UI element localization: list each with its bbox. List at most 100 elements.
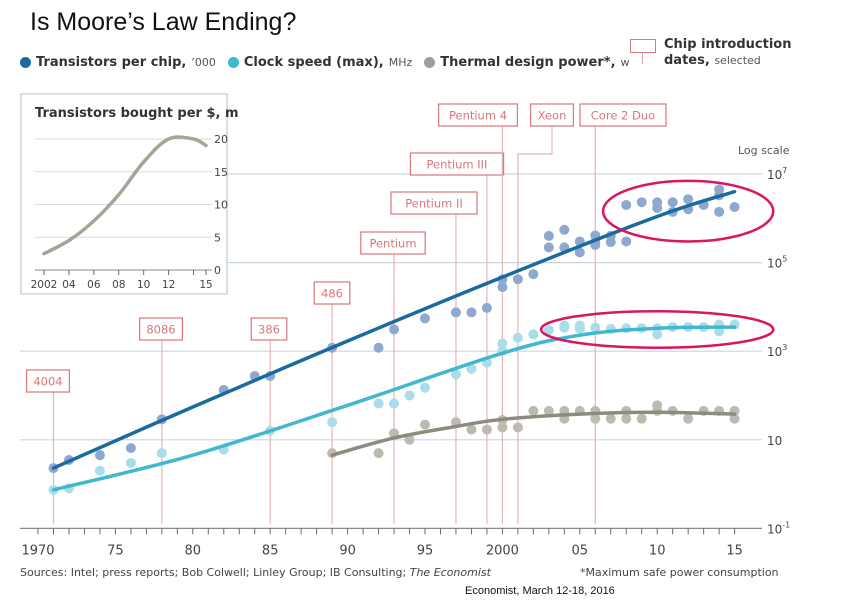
- data-point-clock: [327, 417, 338, 428]
- chip-marker-label: 486: [321, 287, 343, 301]
- data-point-transistors: [667, 197, 678, 208]
- trend-lines-layer: [51, 189, 737, 492]
- data-point-transistors: [497, 282, 508, 293]
- chip-marker-486: 486: [313, 281, 351, 524]
- data-point-tdp: [605, 413, 616, 424]
- chart-legend: Transistors per chip, ’000 Clock speed (…: [20, 55, 630, 70]
- data-point-tdp: [373, 448, 384, 459]
- highlight-ellipse: [601, 179, 775, 243]
- legend-label: Clock speed (max),: [243, 55, 384, 70]
- inset-y-tick-label: 15: [214, 166, 228, 179]
- data-point-transistors: [481, 302, 492, 313]
- data-point-transistors: [714, 184, 725, 195]
- data-point-clock: [373, 398, 384, 409]
- data-point-tdp: [404, 434, 415, 445]
- slide-title: Is Moore’s Law Ending?: [30, 8, 297, 36]
- chip-marker-box: [360, 231, 426, 255]
- data-point-clock: [94, 465, 105, 476]
- data-point-clock: [450, 369, 461, 380]
- inset-line-layer: [42, 135, 208, 256]
- data-point-clock: [420, 382, 430, 393]
- highlight-ellipse: [539, 309, 775, 349]
- legend-dot-clock: [227, 57, 239, 68]
- x-tick-label: 15: [726, 543, 743, 558]
- chip-marker-icon: [630, 39, 656, 53]
- y-tick-label: 10-1: [767, 520, 790, 536]
- data-point-clock: [125, 457, 136, 468]
- data-point-transistors: [714, 206, 725, 217]
- data-point-tdp: [420, 419, 430, 430]
- data-point-tdp: [528, 405, 539, 416]
- chip-legend-line2: dates, selected: [664, 53, 791, 69]
- x-tick-label: 1970: [21, 543, 54, 558]
- chip-marker-box: [250, 317, 288, 341]
- data-point-clock: [590, 322, 601, 333]
- x-tick-label: 85: [262, 543, 279, 558]
- data-point-clock: [389, 398, 400, 409]
- data-point-transistors: [729, 201, 740, 212]
- citation: Economist, March 12-18, 2016: [465, 585, 615, 597]
- chip-marker-box: [529, 103, 574, 127]
- inset-x-tick-label: 15: [199, 279, 212, 291]
- highlight-ellipses: [539, 179, 775, 349]
- sources-italic: The Economist: [409, 566, 491, 579]
- x-tick-label: 90: [339, 543, 356, 558]
- data-point-tdp: [497, 422, 508, 433]
- inset-chart: Transistors bought per $, m 0 5 10 15 20 200…: [20, 93, 239, 295]
- data-point-transistors: [652, 203, 663, 214]
- data-point-transistors: [512, 274, 523, 285]
- data-point-clock: [559, 320, 570, 331]
- x-axis: 1970 75 80 85 90 95 2000 05 10 15: [21, 528, 743, 558]
- chip-marker-386: 386: [250, 317, 288, 524]
- chip-marker-box: [438, 103, 519, 127]
- legend-unit: MHz: [388, 56, 413, 69]
- data-point-tdp: [729, 413, 740, 424]
- chip-legend: Chip introduction dates, selected: [630, 37, 791, 69]
- chip-marker-4004: 4004: [26, 369, 70, 524]
- data-point-tdp: [636, 413, 647, 424]
- inset-x-tick-label: 04: [62, 279, 76, 291]
- data-point-transistors: [420, 313, 430, 324]
- log-scale-label: Log scale: [738, 144, 790, 157]
- legend-label: Transistors per chip,: [36, 55, 187, 70]
- inset-y-tick-label: 5: [214, 231, 221, 244]
- chip-marker-pentium: Pentium: [360, 231, 426, 524]
- inset-y-tick-label: 10: [214, 199, 228, 212]
- data-point-transistors: [574, 247, 585, 258]
- legend-dot-tdp: [424, 57, 436, 68]
- sources-note: Sources: Intel; press reports; Bob Colwe…: [20, 566, 491, 579]
- chip-marker-box: [139, 317, 184, 341]
- inset-x-tick-label: 10: [137, 279, 150, 291]
- trend-line-transistors: [51, 189, 737, 470]
- chip-marker-pentium-4: Pentium 4: [438, 103, 519, 524]
- data-point-transistors: [683, 194, 694, 205]
- y-tick-label: 103: [767, 343, 787, 359]
- chip-marker-label: Pentium III: [427, 158, 488, 172]
- data-point-clock: [543, 325, 554, 336]
- data-point-transistors: [125, 443, 136, 454]
- inset-x-tick-label: 06: [87, 279, 101, 291]
- inset-y-tick-label: 20: [214, 133, 228, 146]
- chip-marker-box: [313, 281, 351, 305]
- sources-text: Sources: Intel; press reports; Bob Colwe…: [20, 566, 407, 579]
- chip-legend-bold: dates,: [664, 53, 710, 68]
- chip-marker-box: [579, 103, 667, 127]
- trend-line-tdp: [330, 410, 737, 457]
- data-point-transistors: [559, 224, 570, 235]
- data-point-transistors: [621, 236, 632, 247]
- data-point-tdp: [512, 422, 523, 433]
- data-point-transistors: [450, 307, 461, 318]
- inset-grid: 0 5 10 15 20: [35, 133, 228, 277]
- chip-marker-label: Core 2 Duo: [591, 109, 655, 123]
- chip-marker-box: [390, 191, 478, 215]
- inset-line: [42, 135, 208, 256]
- data-point-tdp: [466, 424, 477, 435]
- legend-unit: w: [620, 56, 630, 69]
- data-point-transistors: [543, 230, 554, 241]
- inset-x-tick-label: 08: [112, 279, 125, 291]
- chip-legend-selected: selected: [714, 54, 761, 67]
- data-point-tdp: [621, 413, 632, 424]
- inset-title: Transistors bought per $, m: [35, 106, 239, 121]
- data-point-clock: [574, 323, 585, 334]
- data-point-transistors: [373, 342, 384, 353]
